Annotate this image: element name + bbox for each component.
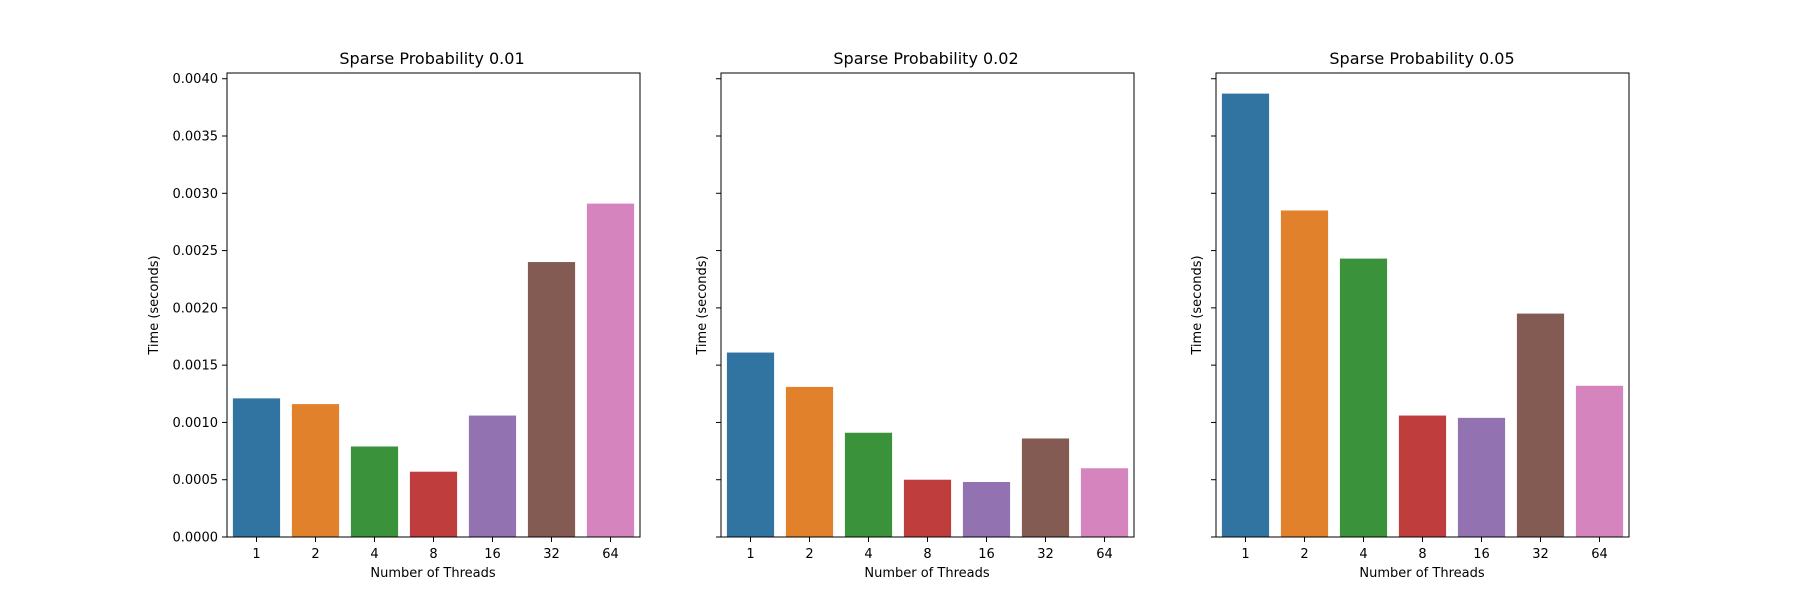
subplot-2-y-axis-label: Time (seconds): [695, 255, 710, 355]
subplot-1-y-tick-label: 0.0040: [173, 72, 219, 87]
subplot-3-bar-4: [1339, 258, 1388, 537]
subplot-2-frame: [720, 72, 1135, 538]
subplot-2-x-tick-label: 1: [746, 547, 754, 562]
subplot-2-x-tick-label: 8: [923, 547, 931, 562]
subplot-3-x-tick-label: 16: [1473, 547, 1490, 562]
subplot-1-x-tick-label: 8: [429, 547, 437, 562]
subplot-1-y-axis-label: Time (seconds): [147, 255, 162, 355]
subplot-3-x-axis-label: Number of Threads: [1359, 566, 1484, 581]
subplot-2-bar-1: [726, 352, 775, 537]
subplot-3-title: Sparse Probability 0.05: [1329, 49, 1514, 68]
subplot-2-x-axis-label: Number of Threads: [864, 566, 989, 581]
subplot-1-y-tick-label: 0.0035: [173, 130, 219, 145]
subplot-3-x-tick-label: 2: [1300, 547, 1308, 562]
subplot-1-bar-32: [527, 262, 576, 537]
subplot-2-x-tick-label: 2: [805, 547, 813, 562]
subplot-3-bar-1: [1221, 93, 1270, 538]
subplot-3-x-tick-label: 8: [1418, 547, 1426, 562]
subplot-1-bar-1: [232, 398, 281, 537]
subplot-1-y-tick-label: 0.0015: [173, 359, 219, 374]
subplot-1-title: Sparse Probability 0.01: [339, 49, 524, 68]
subplot-1-plot-area: 1 2 4 8 16 32 64 0.0000 0.0005 0.0010 0.0015 0.0020…: [173, 72, 635, 562]
subplot-1-y-tick-label: 0.0005: [173, 473, 219, 488]
subplot-2-bar-4: [844, 432, 893, 537]
subplot-1-y-tick-label: 0.0025: [173, 244, 219, 259]
subplot-2-title: Sparse Probability 0.02: [833, 49, 1018, 68]
subplot-3-x-tick-label: 32: [1532, 547, 1549, 562]
subplot-2-x-tick-label: 4: [864, 547, 872, 562]
subplot-2-plot-area: 1 2 4 8 16 32 64: [716, 78, 1129, 562]
subplot-3: Sparse Probability 0.05 1 2 4 8 16 32 64 Time …: [1190, 49, 1630, 581]
subplot-1: Sparse Probability 0.01 1 2 4 8 16 32 64 0.0000…: [147, 49, 641, 581]
subplot-2-bar-32: [1021, 438, 1070, 537]
subplot-1-bar-8: [409, 471, 458, 537]
subplot-1-x-tick-label: 32: [543, 547, 560, 562]
subplot-1-y-tick-label: 0.0030: [173, 187, 219, 202]
subplot-2-x-tick-label: 64: [1096, 547, 1113, 562]
subplot-1-bar-4: [350, 446, 399, 537]
subplot-3-bar-2: [1280, 210, 1329, 538]
subplot-2-x-tick-label: 32: [1037, 547, 1054, 562]
subplot-1-y-tick-label: 0.0000: [173, 531, 219, 546]
subplot-1-x-tick-label: 1: [252, 547, 260, 562]
subplot-1-frame: [226, 72, 641, 538]
subplot-3-x-tick-label: 1: [1241, 547, 1249, 562]
subplot-2-bar-64: [1080, 468, 1129, 537]
subplot-1-y-tick-label: 0.0020: [173, 301, 219, 316]
subplot-1-x-tick-label: 4: [370, 547, 378, 562]
subplot-1-x-tick-label: 16: [484, 547, 501, 562]
subplot-3-frame: [1215, 72, 1630, 538]
subplot-2-bar-2: [785, 386, 834, 537]
subplot-1-x-tick-label: 2: [311, 547, 319, 562]
subplot-3-plot-area: 1 2 4 8 16 32 64: [1211, 78, 1624, 562]
subplot-2-bar-8: [903, 479, 952, 537]
subplot-3-bar-16: [1457, 417, 1506, 537]
subplot-3-bar-32: [1516, 313, 1565, 537]
subplot-3-bar-64: [1575, 385, 1624, 537]
subplot-1-bar-2: [291, 404, 340, 537]
subplot-3-y-axis-label: Time (seconds): [1190, 255, 1205, 355]
subplot-2: Sparse Probability 0.02 1 2 4 8 16 32 64 Time …: [695, 49, 1135, 581]
subplot-1-y-tick-label: 0.0010: [173, 416, 219, 431]
subplot-1-x-axis-label: Number of Threads: [370, 566, 495, 581]
subplot-3-x-tick-label: 4: [1359, 547, 1367, 562]
subplot-1-bar-16: [468, 415, 517, 537]
subplot-3-bar-8: [1398, 415, 1447, 537]
subplot-2-x-tick-label: 16: [978, 547, 995, 562]
subplot-1-bar-64: [586, 203, 635, 538]
subplot-2-bar-16: [962, 482, 1011, 537]
subplot-3-x-tick-label: 64: [1591, 547, 1608, 562]
subplot-1-x-tick-label: 64: [602, 547, 619, 562]
